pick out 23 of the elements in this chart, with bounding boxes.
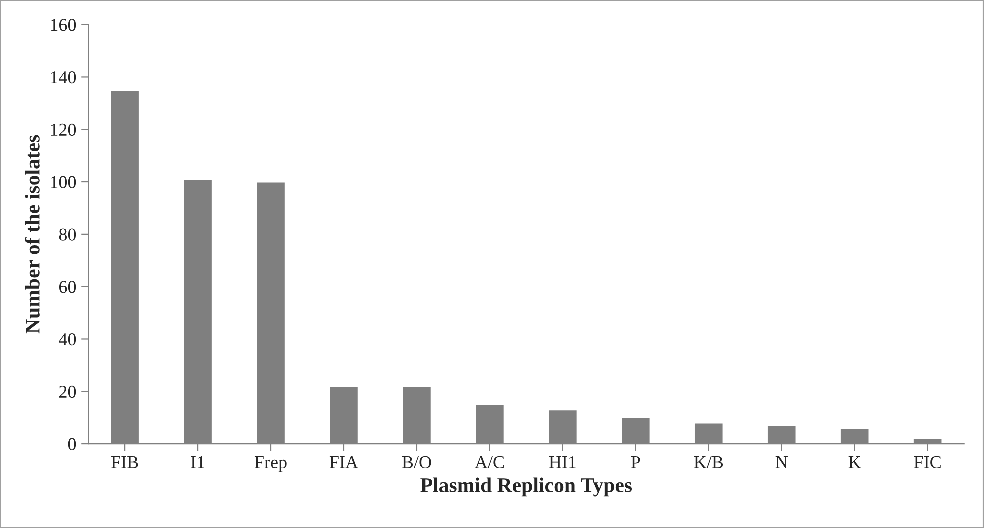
y-tick-label: 40 — [59, 333, 76, 346]
y-axis-title: Number of the isolates — [25, 135, 40, 334]
y-tick-label: 120 — [51, 124, 76, 136]
x-tick-label: Frep — [254, 456, 287, 472]
x-tick-label: N — [776, 456, 788, 468]
x-tick-label: K — [848, 456, 862, 468]
x-tick-label: I1 — [191, 456, 204, 468]
y-tick-label: 60 — [59, 281, 76, 294]
x-tick-label: P — [631, 456, 640, 468]
y-tick-label: 140 — [51, 71, 76, 84]
x-tick-label: K/B — [694, 456, 724, 469]
x-tick-label: FIB — [112, 456, 138, 468]
y-tick-label: 0 — [68, 438, 76, 450]
x-axis-title: Plasmid Replicon Types — [420, 478, 632, 497]
y-tick-label: 80 — [59, 228, 76, 241]
x-tick-label: A/C — [475, 456, 504, 469]
y-tick-label: 100 — [51, 176, 76, 188]
x-tick-label: FIC — [914, 456, 941, 469]
x-tick-label: FIA — [330, 456, 358, 468]
x-tick-label: HI1 — [549, 456, 576, 468]
x-tick-label: B/O — [402, 456, 432, 469]
y-tick-label: 160 — [51, 19, 76, 32]
y-tick-label: 20 — [59, 386, 76, 398]
